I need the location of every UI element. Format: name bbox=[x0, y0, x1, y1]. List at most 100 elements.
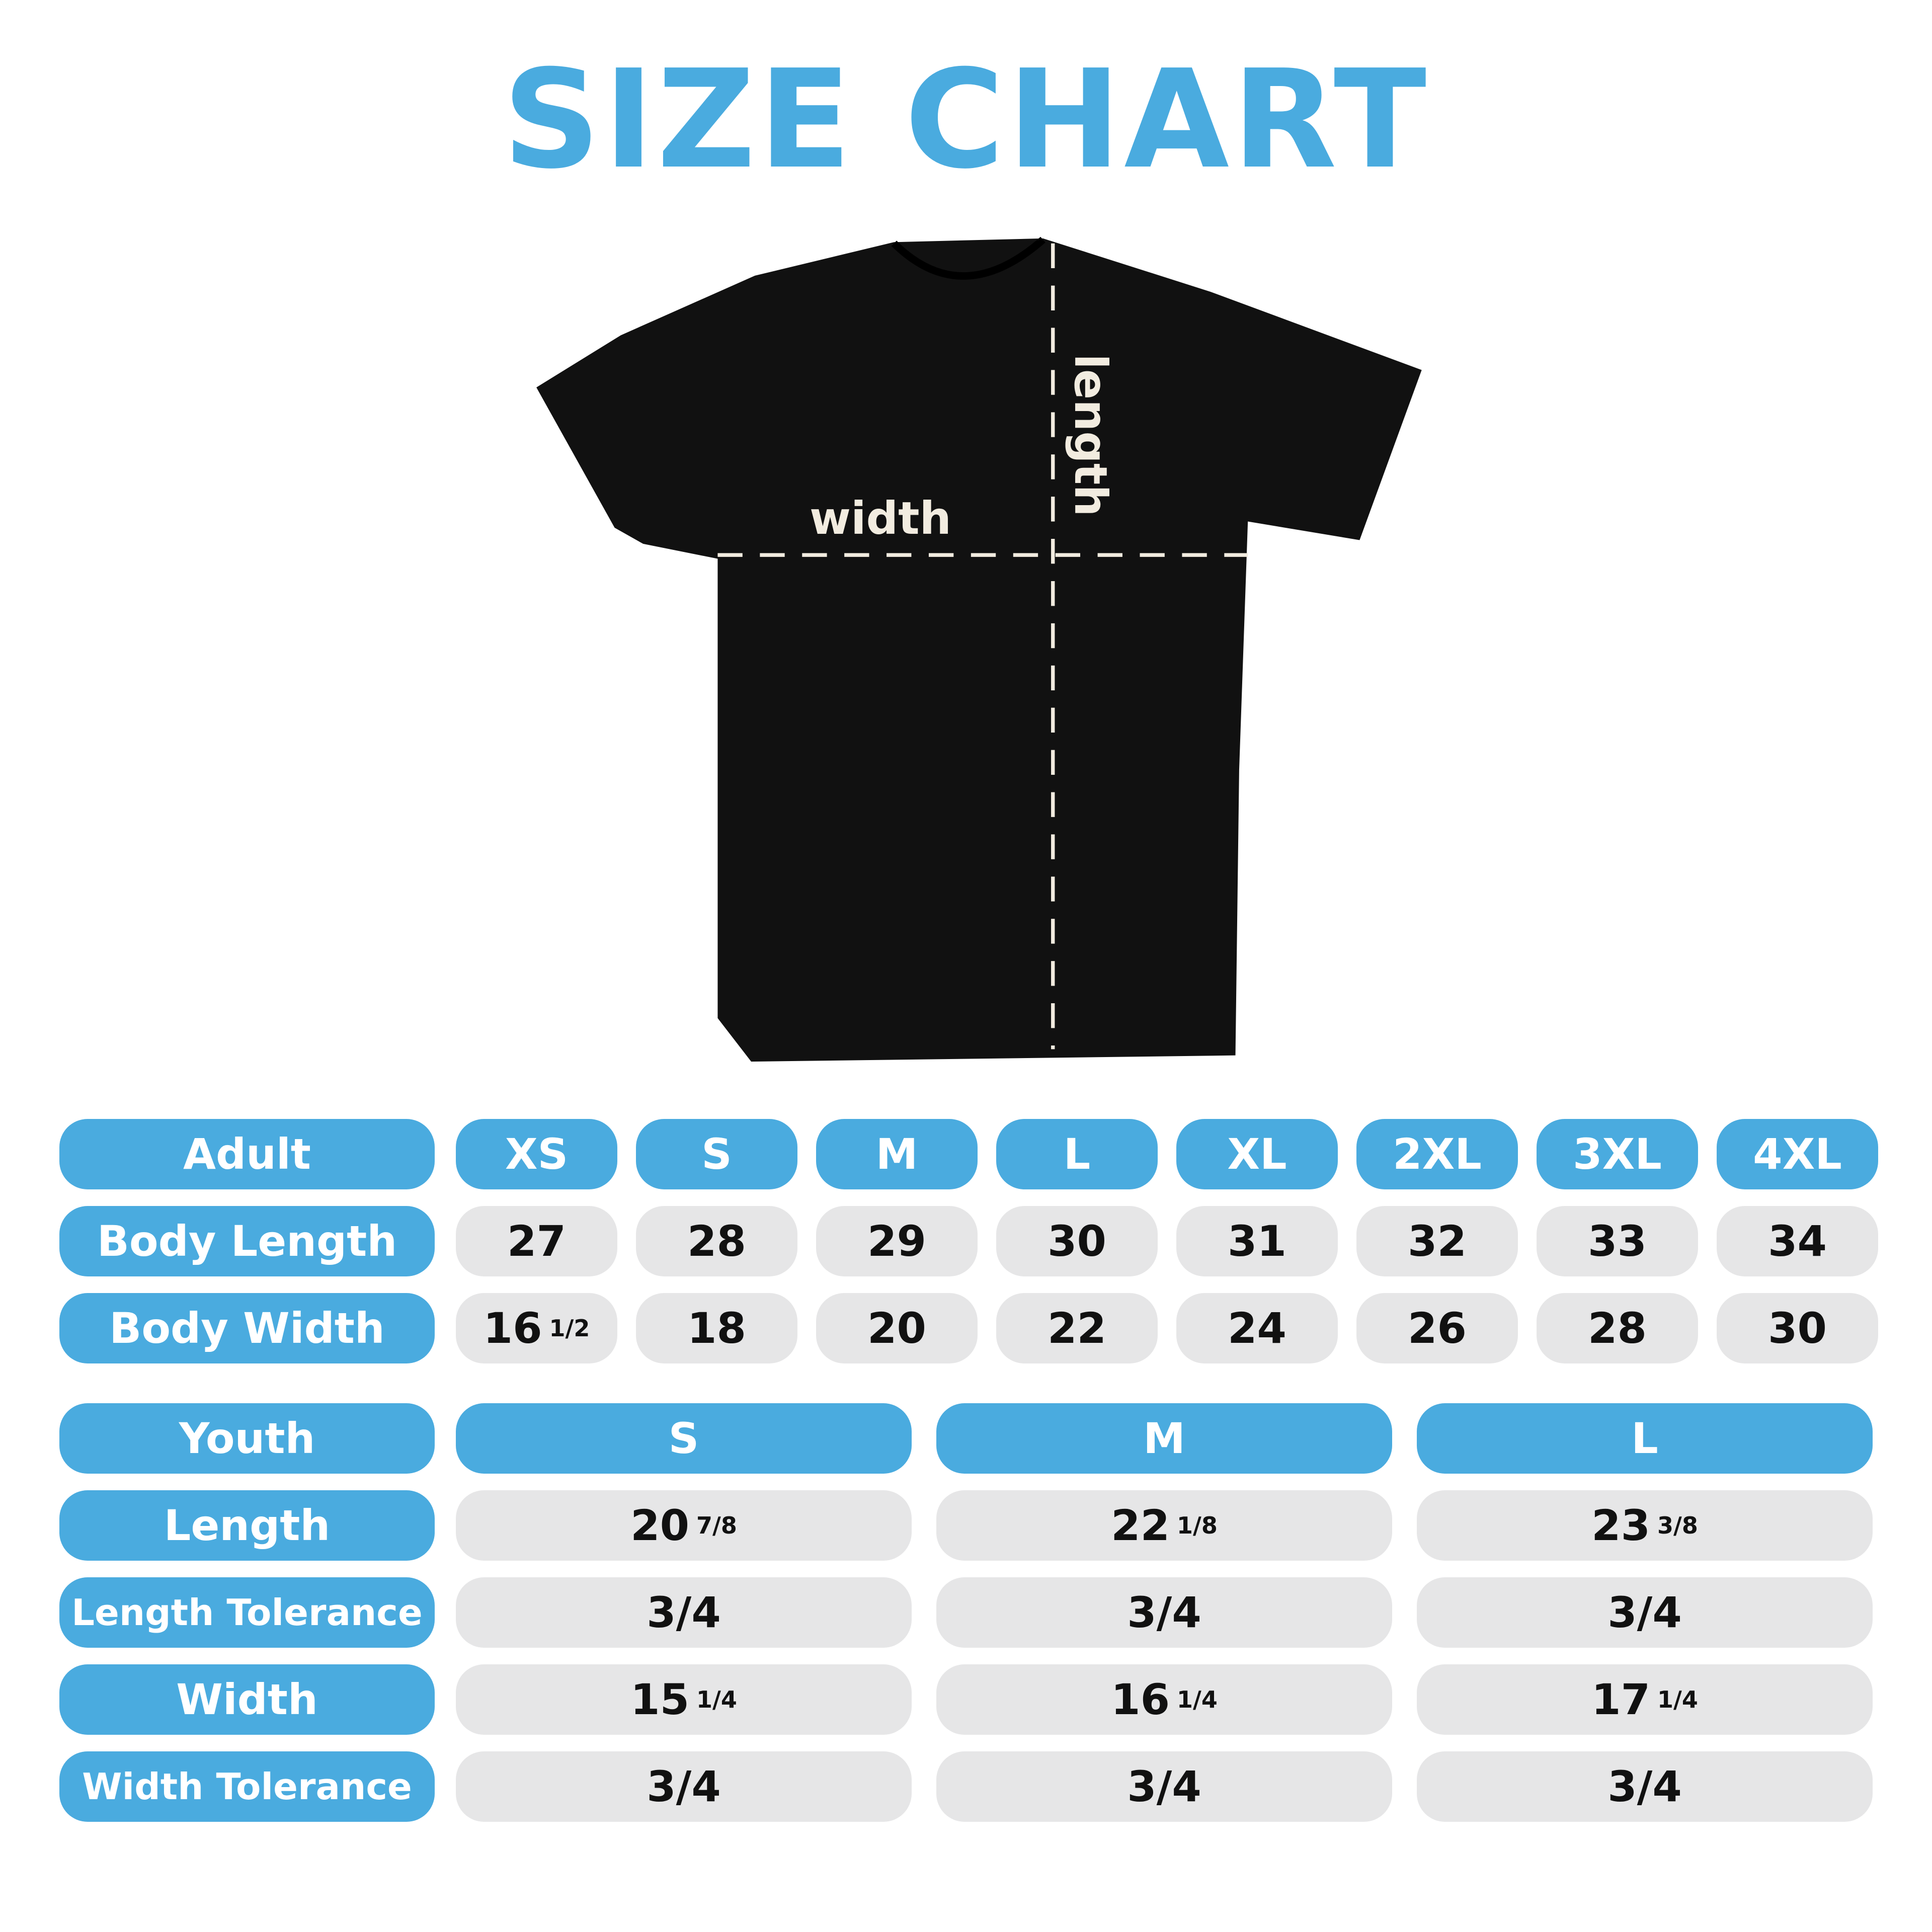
neckline bbox=[891, 236, 1045, 280]
table-cell: 16 1/2 bbox=[456, 1293, 617, 1363]
youth-header: Youth bbox=[59, 1403, 435, 1474]
table-cell-text: 24 bbox=[1228, 1304, 1286, 1353]
table-cell-text: 26 bbox=[1408, 1304, 1467, 1353]
table-cell: 3/4 bbox=[456, 1577, 912, 1648]
row-label: Length bbox=[59, 1490, 435, 1561]
table-cell: 29 bbox=[816, 1206, 978, 1276]
size-header-3xl: 3XL bbox=[1537, 1119, 1698, 1189]
row-label-text: Body Width bbox=[109, 1304, 385, 1353]
size-header-xs-text: XS bbox=[505, 1130, 569, 1179]
youth-size-header-m-text: M bbox=[1143, 1414, 1185, 1463]
size-header-l-text: L bbox=[1063, 1130, 1091, 1179]
table-cell: 15 1/4 bbox=[456, 1664, 912, 1735]
table-cell: 17 1/4 bbox=[1417, 1664, 1873, 1735]
length-label: length bbox=[1065, 354, 1116, 516]
table-cell-text: 30 bbox=[1768, 1304, 1827, 1353]
row-label: Width bbox=[59, 1664, 435, 1735]
table-cell: 3/4 bbox=[456, 1751, 912, 1822]
table-cell: 3/4 bbox=[936, 1577, 1392, 1648]
table-cell-text: 32 bbox=[1408, 1217, 1467, 1266]
table-cell-text: 34 bbox=[1768, 1217, 1827, 1266]
size-header-m: M bbox=[816, 1119, 978, 1189]
table-cell-text: 28 bbox=[687, 1217, 746, 1266]
width-label: width bbox=[810, 493, 951, 544]
table-cell: 23 3/8 bbox=[1417, 1490, 1873, 1561]
size-header-4xl-text: 4XL bbox=[1753, 1130, 1842, 1179]
table-cell: 28 bbox=[1537, 1293, 1698, 1363]
fraction: 1/4 bbox=[1177, 1686, 1218, 1713]
table-cell-text: 16 bbox=[1111, 1675, 1170, 1724]
size-header-m-text: M bbox=[875, 1130, 918, 1179]
table-cell: 20 bbox=[816, 1293, 978, 1363]
table-cell-text: 3/4 bbox=[1127, 1762, 1201, 1811]
table-cell-text: 3/4 bbox=[1607, 1762, 1682, 1811]
fraction: 1/4 bbox=[696, 1686, 737, 1713]
table-cell: 18 bbox=[636, 1293, 797, 1363]
table-cell: 3/4 bbox=[1417, 1577, 1873, 1648]
size-header-xs: XS bbox=[456, 1119, 617, 1189]
table-cell: 16 1/4 bbox=[936, 1664, 1392, 1735]
table-cell-text: 3/4 bbox=[1607, 1588, 1682, 1637]
row-label-text: Width Tolerance bbox=[82, 1765, 412, 1808]
table-cell-text: 17 bbox=[1591, 1675, 1651, 1724]
table-cell: 22 bbox=[996, 1293, 1158, 1363]
row-label: Body Width bbox=[59, 1293, 435, 1363]
row-label-text: Length bbox=[164, 1501, 331, 1550]
size-header-3xl-text: 3XL bbox=[1573, 1130, 1662, 1179]
table-cell: 28 bbox=[636, 1206, 797, 1276]
table-cell: 3/4 bbox=[936, 1751, 1392, 1822]
row-label: Width Tolerance bbox=[59, 1751, 435, 1822]
table-cell-text: 23 bbox=[1591, 1501, 1651, 1550]
table-cell-text: 22 bbox=[1048, 1304, 1106, 1353]
table-cell-text: 33 bbox=[1588, 1217, 1647, 1266]
youth-size-header-s-text: S bbox=[668, 1414, 699, 1463]
table-cell-text: 3/4 bbox=[647, 1762, 721, 1811]
youth-size-header-l-text: L bbox=[1631, 1414, 1658, 1463]
table-cell-text: 20 bbox=[867, 1304, 926, 1353]
table-cell: 33 bbox=[1537, 1206, 1698, 1276]
table-cell-text: 18 bbox=[687, 1304, 746, 1353]
fraction: 3/8 bbox=[1657, 1512, 1698, 1539]
fraction: 1/2 bbox=[549, 1315, 590, 1342]
page-title: SIZE CHART bbox=[502, 40, 1430, 199]
table-cell-text: 29 bbox=[867, 1217, 926, 1266]
table-cell: 3/4 bbox=[1417, 1751, 1873, 1822]
table-cell: 30 bbox=[996, 1206, 1158, 1276]
size-header-4xl: 4XL bbox=[1717, 1119, 1878, 1189]
table-cell: 34 bbox=[1717, 1206, 1878, 1276]
row-label-text: Length Tolerance bbox=[71, 1591, 423, 1634]
table-cell: 24 bbox=[1176, 1293, 1338, 1363]
table-cell-text: 31 bbox=[1228, 1217, 1286, 1266]
size-header-2xl: 2XL bbox=[1356, 1119, 1518, 1189]
youth-size-header-m: M bbox=[936, 1403, 1392, 1474]
table-cell-text: 3/4 bbox=[1127, 1588, 1201, 1637]
row-label: Body Length bbox=[59, 1206, 435, 1276]
table-cell-text: 3/4 bbox=[647, 1588, 721, 1637]
table-cell: 22 1/8 bbox=[936, 1490, 1392, 1561]
youth-header-text: Youth bbox=[179, 1414, 315, 1463]
table-cell-text: 27 bbox=[507, 1217, 566, 1266]
table-cell: 32 bbox=[1356, 1206, 1518, 1276]
adult-header: Adult bbox=[59, 1119, 435, 1189]
fraction: 1/8 bbox=[1177, 1512, 1218, 1539]
table-cell: 30 bbox=[1717, 1293, 1878, 1363]
row-label: Length Tolerance bbox=[59, 1577, 435, 1648]
table-cell: 27 bbox=[456, 1206, 617, 1276]
fraction: 1/4 bbox=[1657, 1686, 1698, 1713]
table-cell-text: 30 bbox=[1048, 1217, 1106, 1266]
size-header-s-text: S bbox=[701, 1130, 732, 1179]
tshirt-shape bbox=[536, 238, 1422, 1062]
size-header-xl-text: XL bbox=[1227, 1130, 1287, 1179]
row-label-text: Body Length bbox=[97, 1217, 397, 1266]
table-cell-text: 28 bbox=[1588, 1304, 1647, 1353]
table-cell-text: 15 bbox=[630, 1675, 690, 1724]
table-cell-text: 16 bbox=[483, 1304, 542, 1353]
row-label-text: Width bbox=[176, 1675, 318, 1724]
table-cell-text: 20 bbox=[630, 1501, 690, 1550]
size-header-s: S bbox=[636, 1119, 797, 1189]
size-header-l: L bbox=[996, 1119, 1158, 1189]
size-header-2xl-text: 2XL bbox=[1393, 1130, 1482, 1179]
table-cell-text: 22 bbox=[1111, 1501, 1170, 1550]
fraction: 7/8 bbox=[696, 1512, 737, 1539]
